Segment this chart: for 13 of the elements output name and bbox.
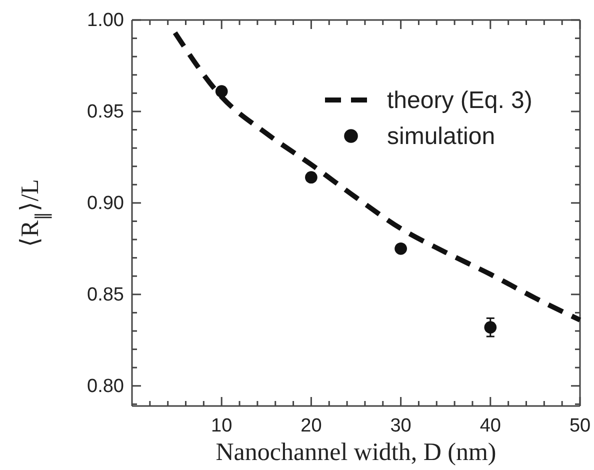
x-tick-label: 40: [480, 415, 501, 436]
y-tick-label: 0.95: [87, 102, 124, 123]
y-tick-label: 0.85: [87, 284, 124, 306]
x-tick-label: 20: [300, 415, 322, 436]
y-tick-label: 0.90: [87, 193, 124, 214]
legend-label: simulation: [387, 123, 496, 150]
y-tick-label: 0.80: [87, 376, 124, 397]
y-tick-label: 1.00: [87, 10, 124, 32]
x-tick-label: 10: [211, 415, 232, 436]
x-tick-label: 50: [569, 415, 591, 436]
x-axis-title: Nanochannel width, D (nm): [216, 439, 496, 466]
x-tick-label: 30: [390, 415, 412, 436]
legend-label: theory (Eq. 3): [387, 87, 532, 114]
